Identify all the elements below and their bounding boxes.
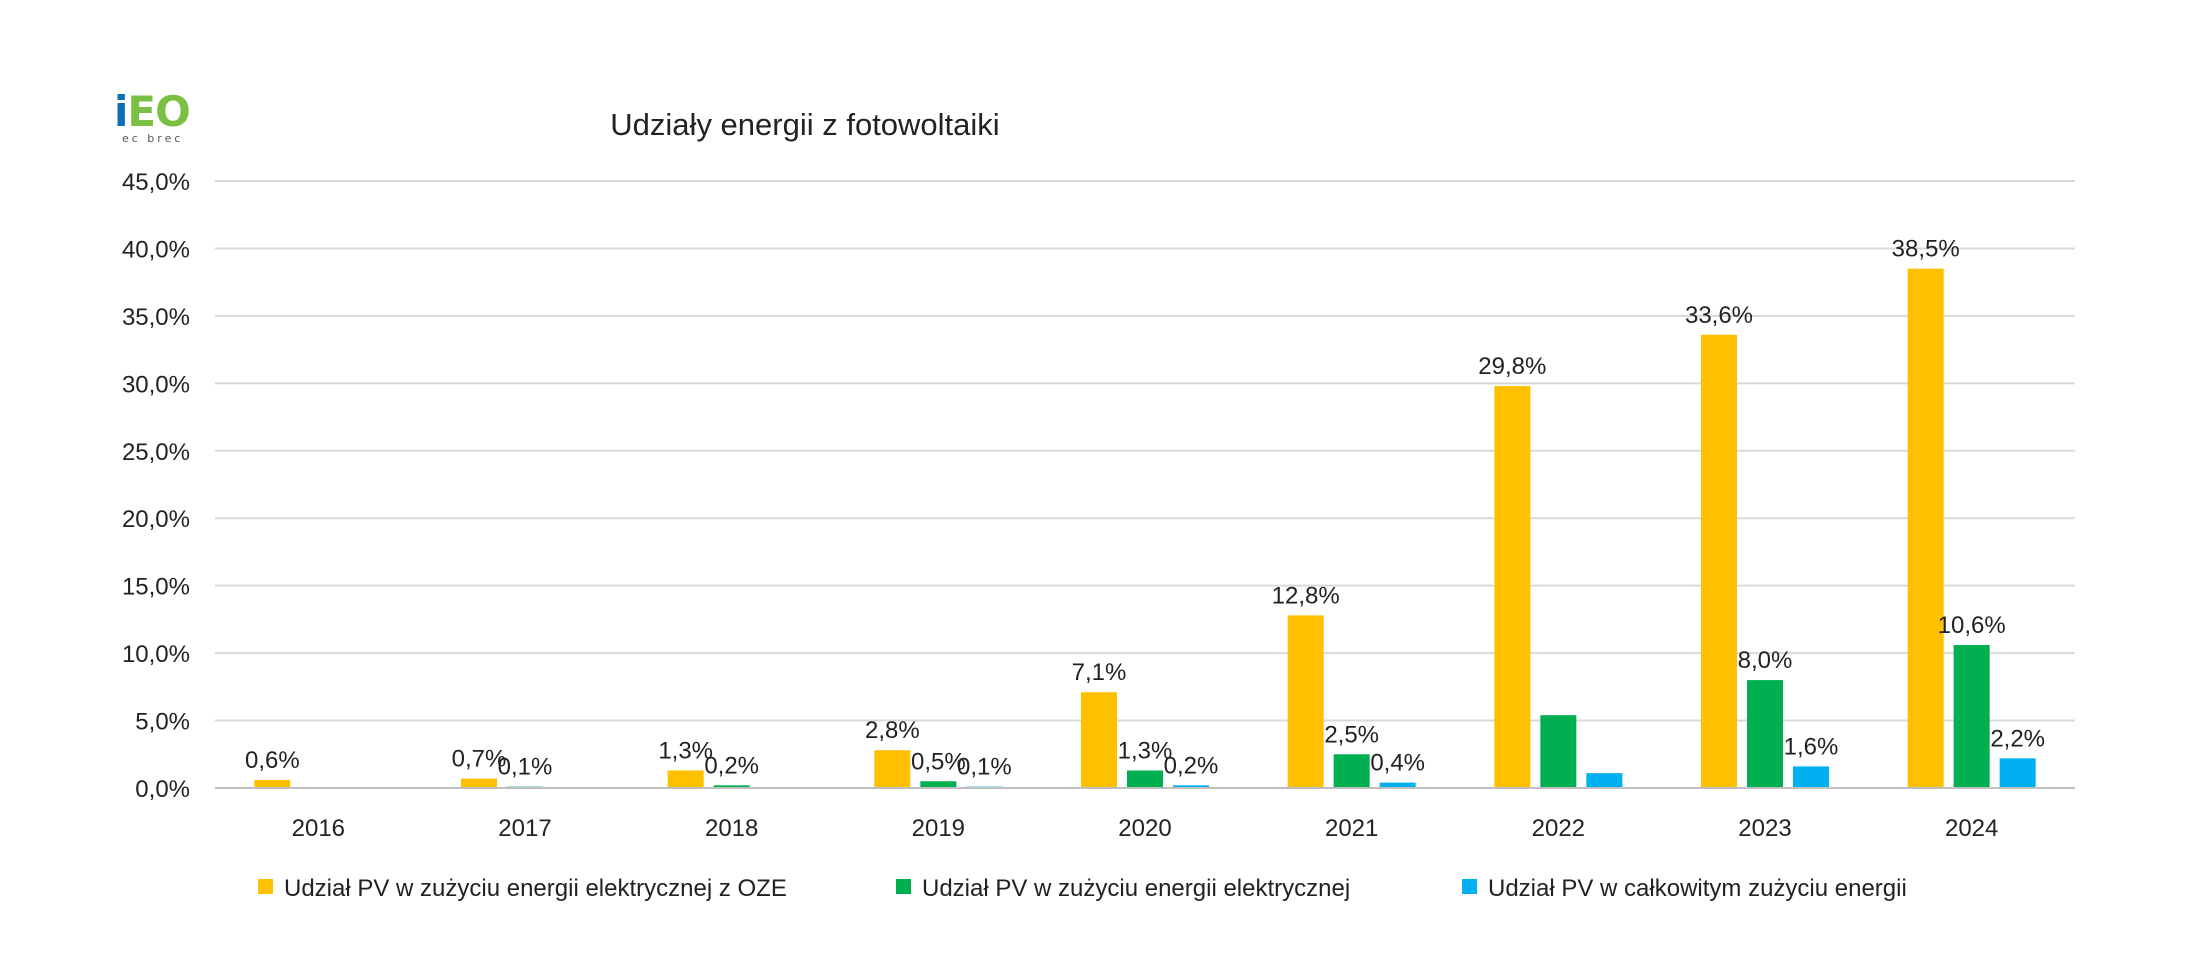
legend-swatch: [1462, 879, 1477, 894]
data-label: 38,5%: [1892, 236, 1960, 263]
y-tick-label: 0,0%: [135, 776, 190, 803]
x-tick-label: 2023: [1738, 815, 1791, 842]
data-label: 1,3%: [1118, 737, 1173, 764]
bar: [1379, 782, 1416, 788]
bar: [1494, 386, 1531, 788]
bar: [1999, 758, 2036, 788]
bar: [1333, 754, 1370, 788]
y-tick-label: 15,0%: [122, 574, 190, 601]
x-tick-label: 2017: [498, 815, 551, 842]
y-tick-label: 40,0%: [122, 236, 190, 263]
y-tick-label: 25,0%: [122, 439, 190, 466]
data-label: 0,2%: [704, 752, 759, 779]
data-label: 2,8%: [865, 717, 920, 744]
ieo-logo: iEO ec brec: [114, 87, 204, 148]
bar: [920, 781, 957, 788]
legend-swatch: [896, 879, 911, 894]
data-label: 0,7%: [452, 746, 507, 773]
data-label: 1,3%: [658, 737, 713, 764]
bar: [1173, 785, 1209, 788]
data-label: 0,5%: [911, 748, 966, 775]
bar: [1127, 770, 1163, 788]
legend-label: Udział PV w całkowitym zużyciu energii: [1488, 875, 1907, 902]
data-label: 7,1%: [1072, 659, 1127, 686]
logo-wordmark: iEO: [114, 87, 191, 136]
x-tick-label: 2020: [1118, 815, 1171, 842]
x-tick-label: 2018: [705, 815, 758, 842]
bar: [1747, 680, 1783, 788]
data-label: 0,2%: [1164, 752, 1219, 779]
legend-swatch: [258, 879, 273, 894]
data-label: 29,8%: [1478, 353, 1546, 380]
bar: [1793, 766, 1829, 788]
logo-subtitle: ec brec: [122, 132, 184, 145]
y-tick-label: 30,0%: [122, 371, 190, 398]
chart-title: Udziały energii z fotowoltaiki: [610, 107, 999, 142]
data-label: 0,6%: [245, 747, 300, 774]
data-label: 33,6%: [1685, 302, 1753, 329]
x-tick-label: 2022: [1532, 815, 1585, 842]
data-label: 2,2%: [1990, 725, 2045, 752]
data-label: 8,0%: [1738, 647, 1793, 674]
x-tick-label: 2016: [292, 815, 345, 842]
bar: [1081, 692, 1117, 788]
data-label: 0,4%: [1370, 750, 1425, 777]
y-tick-label: 10,0%: [122, 641, 190, 668]
bar: [461, 778, 497, 788]
legend-label: Udział PV w zużyciu energii elektrycznej…: [284, 875, 787, 902]
x-tick-label: 2019: [912, 815, 965, 842]
y-tick-label: 20,0%: [122, 506, 190, 533]
bar: [1953, 645, 1990, 788]
y-tick-label: 45,0%: [122, 169, 190, 196]
bar: [1586, 773, 1623, 788]
y-tick-label: 5,0%: [135, 709, 190, 736]
y-tick-label: 35,0%: [122, 304, 190, 331]
data-label: 10,6%: [1938, 612, 2006, 639]
bar: [1907, 268, 1944, 789]
legend-label: Udział PV w zużyciu energii elektrycznej: [922, 875, 1350, 902]
data-label: 2,5%: [1324, 721, 1379, 748]
bar: [713, 785, 750, 788]
bar: [1287, 615, 1324, 788]
bar: [667, 770, 704, 788]
bar: [1701, 334, 1737, 788]
data-label: 1,6%: [1784, 733, 1839, 760]
x-tick-label: 2021: [1325, 815, 1378, 842]
data-label: 12,8%: [1272, 582, 1340, 609]
data-label: 0,1%: [498, 754, 553, 781]
bar: [874, 750, 911, 788]
data-label: 0,1%: [957, 754, 1012, 781]
bar: [254, 779, 291, 788]
bar: [1540, 715, 1577, 788]
x-tick-label: 2024: [1945, 815, 1998, 842]
